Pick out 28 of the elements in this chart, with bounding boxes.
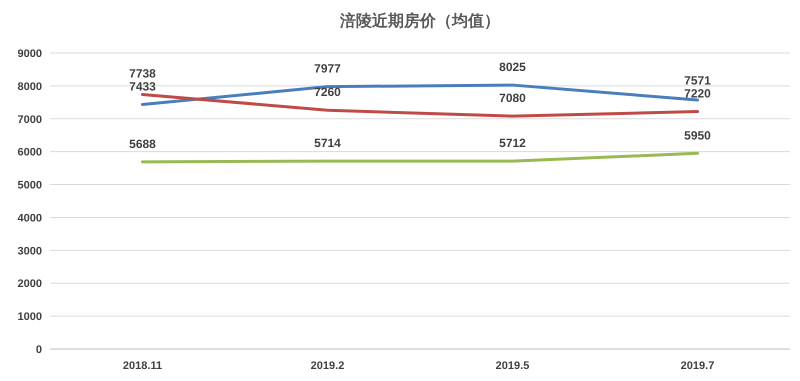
data-label: 7080 bbox=[499, 91, 526, 106]
y-tick-label: 1000 bbox=[18, 311, 42, 324]
y-tick-label: 0 bbox=[36, 344, 42, 356]
chart-title: 涪陵近期房价（均值） bbox=[339, 11, 500, 30]
data-label: 7433 bbox=[129, 80, 156, 94]
data-label: 7977 bbox=[314, 62, 342, 76]
data-label: 5712 bbox=[499, 136, 526, 150]
x-tick-label: 2019.7 bbox=[680, 360, 714, 372]
y-tick-label: 5000 bbox=[18, 180, 42, 192]
data-label: 7260 bbox=[314, 85, 342, 100]
y-tick-label: 2000 bbox=[18, 278, 42, 290]
data-label: 7571 bbox=[684, 74, 712, 88]
line-series bbox=[141, 152, 699, 164]
y-tick-label: 9000 bbox=[18, 48, 42, 60]
y-tick-label: 3000 bbox=[18, 245, 42, 258]
data-label: 5950 bbox=[684, 128, 712, 142]
data-label: 8025 bbox=[499, 60, 526, 74]
data-label: 5688 bbox=[129, 136, 156, 151]
data-label: 5714 bbox=[314, 136, 342, 150]
data-label: 7738 bbox=[129, 66, 156, 81]
y-tick-label: 8000 bbox=[18, 80, 42, 93]
x-tick-label: 2018.11 bbox=[122, 360, 162, 372]
y-tick-label: 4000 bbox=[18, 212, 42, 224]
y-tick-label: 6000 bbox=[18, 146, 42, 159]
x-tick-label: 2019.2 bbox=[310, 360, 344, 372]
x-tick-label: 2019.5 bbox=[496, 360, 530, 372]
data-label: 7220 bbox=[684, 86, 712, 101]
y-tick-label: 7000 bbox=[18, 114, 42, 126]
